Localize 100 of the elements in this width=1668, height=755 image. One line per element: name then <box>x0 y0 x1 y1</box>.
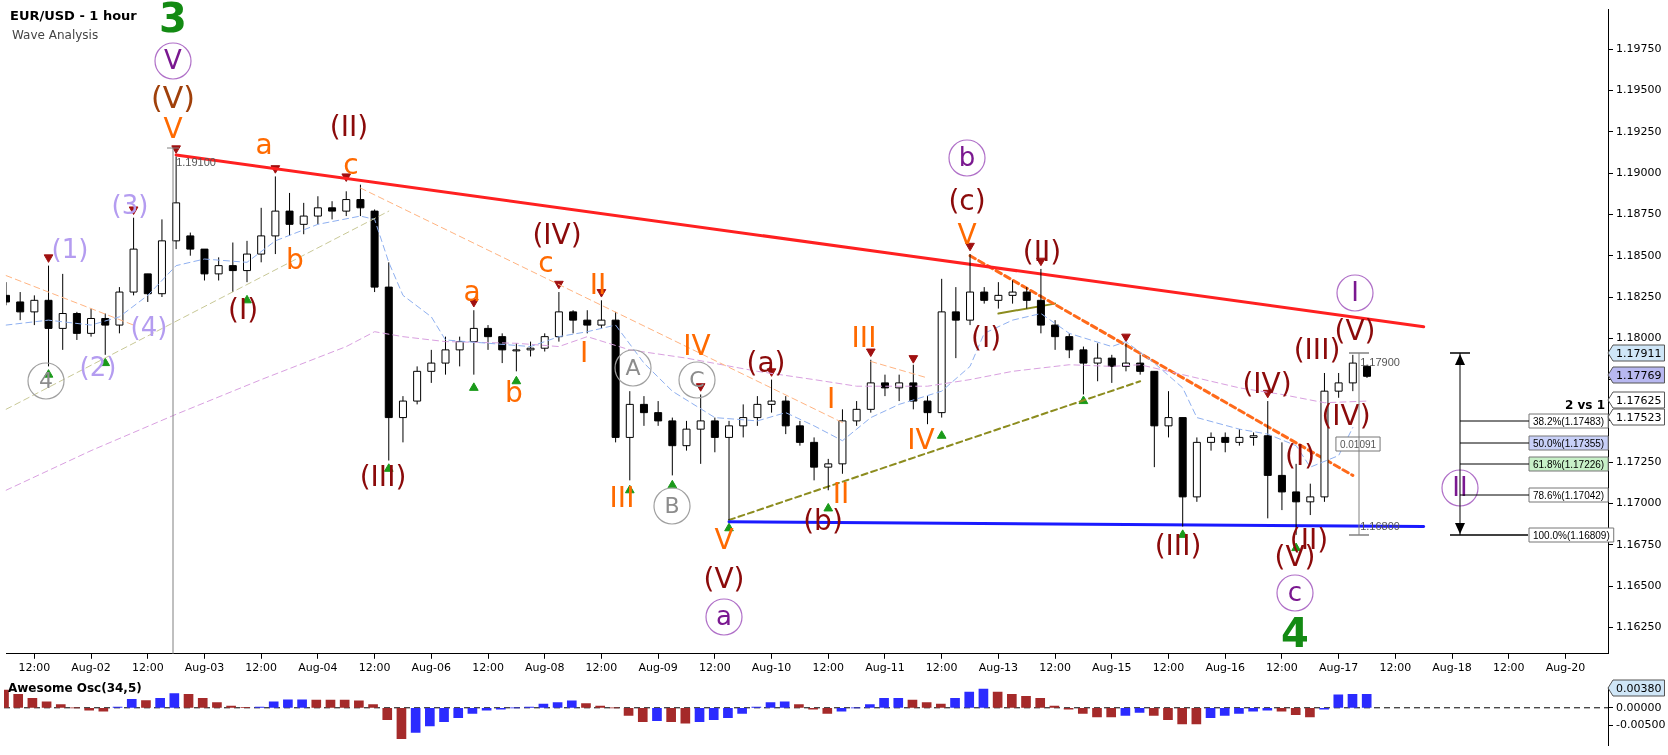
annotation: 50.0%(1.17355) <box>1533 437 1605 449</box>
chart-title: Awesome Osc(34,5) <box>8 681 142 695</box>
y-tick-label: -0.00500 <box>1616 718 1666 732</box>
annotation: 78.6%(1.17042) <box>1533 489 1605 501</box>
x-tick-label: Aug-08 <box>525 661 565 675</box>
annotation: c <box>343 148 359 182</box>
annotation: (2) <box>79 351 117 382</box>
x-tick-label: Aug-02 <box>71 661 111 675</box>
x-tick-label: 12:00 <box>699 661 731 675</box>
annotation: 0.01091 <box>1339 438 1377 450</box>
x-tick-label: Aug-15 <box>1092 661 1132 675</box>
annotation: b <box>505 376 523 410</box>
annotation: b <box>286 243 304 277</box>
x-tick-label: Aug-18 <box>1432 661 1472 675</box>
annotation: (I) <box>227 293 259 327</box>
annotation: (III) <box>1154 529 1202 563</box>
text: 1.17625 <box>1616 393 1662 407</box>
x-tick-label: 12:00 <box>245 661 278 675</box>
annotation: V <box>163 112 183 146</box>
annotation: (II) <box>1022 235 1062 269</box>
annotation: III <box>851 321 877 355</box>
annotation: 61.8%(1.17226) <box>1533 458 1605 470</box>
annotation: (II) <box>329 110 369 144</box>
x-tick-label: 12:00 <box>1152 661 1185 675</box>
text: 1.17523 <box>1616 410 1662 424</box>
y-tick-label: 1.16750 <box>1616 537 1662 551</box>
y-tick-label: 1.18000 <box>1616 331 1662 345</box>
y-tick-label: 1.17250 <box>1616 455 1662 469</box>
annotation: III <box>609 481 635 515</box>
chart-title: EUR/USD - 1 hour <box>10 8 137 23</box>
annotation: I <box>579 336 589 370</box>
annotation: (V) <box>703 562 745 596</box>
x-tick-label: 12:00 <box>1492 661 1525 675</box>
x-tick-label: 12:00 <box>472 661 504 675</box>
x-tick-label: Aug-11 <box>865 661 905 675</box>
y-tick-label: 1.18500 <box>1616 248 1662 262</box>
annotation: 1.16809 <box>1360 520 1400 533</box>
annotation: (V) <box>151 79 195 115</box>
annotation: A <box>625 354 641 380</box>
y-tick-label: 1.18250 <box>1616 289 1662 303</box>
annotation: IV <box>683 329 711 363</box>
x-tick-label: 12:00 <box>18 661 51 675</box>
x-tick-label: 12:00 <box>1266 661 1298 675</box>
x-tick-label: 12:00 <box>1379 661 1412 675</box>
annotation: (c) <box>948 184 986 218</box>
annotation: b <box>958 141 976 172</box>
y-tick-label: 1.19250 <box>1616 124 1662 138</box>
annotation: IV <box>907 423 935 457</box>
annotation: 3 <box>159 0 187 42</box>
annotation: (1) <box>51 233 89 264</box>
y-tick-label: 1.19750 <box>1616 42 1662 56</box>
x-tick-label: Aug-03 <box>184 661 225 675</box>
annotation: V <box>164 44 183 75</box>
x-tick-label: 12:00 <box>925 661 958 675</box>
y-tick-label: 0.00000 <box>1616 700 1662 714</box>
annotation: (I) <box>1284 439 1316 473</box>
x-tick-label: 12:00 <box>1039 661 1071 675</box>
annotation: 4 <box>1281 610 1309 657</box>
y-tick-label: 1.19000 <box>1616 165 1662 179</box>
annotation: V <box>957 218 977 252</box>
annotation: B <box>664 492 680 518</box>
annotation: (4) <box>130 311 168 342</box>
x-tick-label: Aug-04 <box>298 661 338 675</box>
x-tick-label: Aug-09 <box>638 661 678 675</box>
y-tick-label: 1.19500 <box>1616 83 1662 97</box>
x-tick-label: Aug-06 <box>411 661 452 675</box>
annotation: II <box>589 268 607 302</box>
annotation: C <box>689 366 705 392</box>
x-tick-label: 12:00 <box>585 661 618 675</box>
x-tick-label: Aug-10 <box>751 661 792 675</box>
annotation: (IV) <box>1242 367 1292 401</box>
annotation: (III) <box>359 460 407 494</box>
annotation: (3) <box>111 189 149 220</box>
annotation: a <box>716 600 732 631</box>
text: Wave Analysis <box>12 28 99 42</box>
x-tick-label: Aug-13 <box>978 661 1019 675</box>
y-tick-label: 1.17000 <box>1616 496 1662 510</box>
x-tick-label: 12:00 <box>358 661 391 675</box>
annotation: (a) <box>746 346 786 380</box>
x-tick-label: 12:00 <box>131 661 164 675</box>
annotation: a <box>255 128 273 162</box>
annotation: (IV) <box>532 218 582 252</box>
text: 1.17769 <box>1616 368 1662 382</box>
y-tick-label: 1.16500 <box>1616 578 1662 592</box>
annotation: c <box>1287 576 1303 607</box>
x-tick-label: Aug-17 <box>1318 661 1359 675</box>
x-tick-label: Aug-16 <box>1205 661 1245 675</box>
x-tick-label: 12:00 <box>812 661 845 675</box>
annotation: I <box>826 382 836 416</box>
annotation: 1.17900 <box>1360 356 1400 369</box>
annotation: (I) <box>970 321 1002 355</box>
annotation: V <box>714 523 734 557</box>
text: 1.17911 <box>1616 346 1662 360</box>
y-tick-label: 1.18750 <box>1616 207 1662 221</box>
annotation: 2 vs 1 <box>1564 398 1606 413</box>
y-tick-label: 1.16250 <box>1616 620 1662 634</box>
annotation: 1.19100 <box>176 156 216 169</box>
text: 0.00380 <box>1616 681 1662 695</box>
annotation: 38.2%(1.17483) <box>1533 415 1605 427</box>
x-tick-label: Aug-20 <box>1545 661 1586 675</box>
